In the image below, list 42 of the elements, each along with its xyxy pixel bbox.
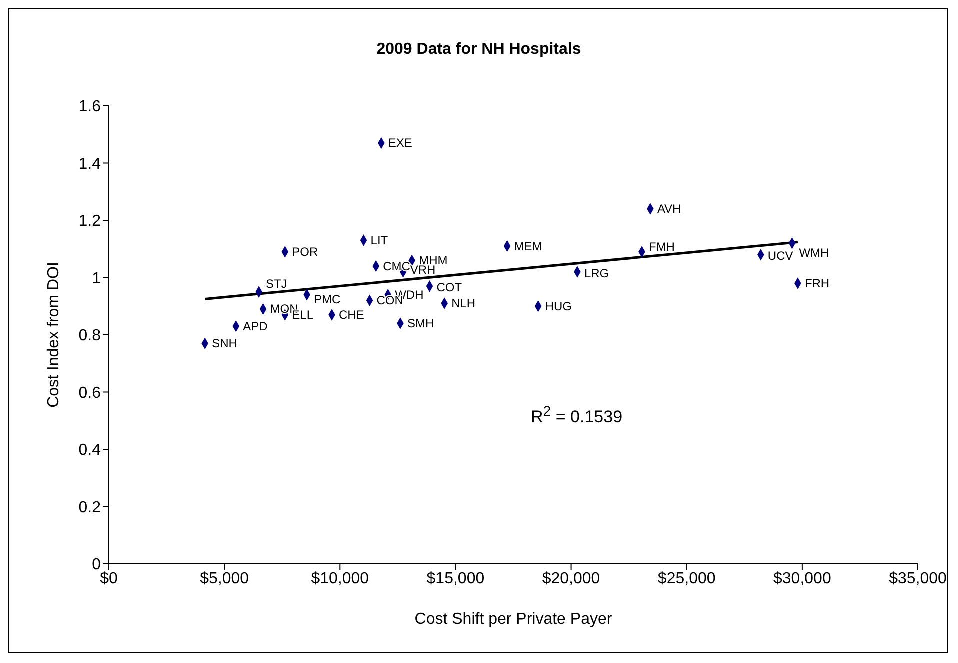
y-tick-label: 1 xyxy=(92,270,102,288)
y-tick-label: 1.4 xyxy=(78,156,102,173)
y-tick-label: 0.2 xyxy=(78,499,102,516)
data-label: POR xyxy=(292,244,318,259)
data-label: PMC xyxy=(314,292,342,306)
x-tick-label: $15,000 xyxy=(426,570,485,588)
data-label: NLH xyxy=(452,296,476,311)
data-label: STJ xyxy=(266,277,288,292)
data-label: APD xyxy=(243,319,268,334)
y-tick-label: 1.6 xyxy=(78,98,102,116)
x-tick-label: $0 xyxy=(100,570,118,588)
data-label: AVH xyxy=(657,202,682,216)
data-label: COT xyxy=(436,280,463,295)
x-axis-title: Cost Shift per Private Payer xyxy=(414,611,613,628)
x-tick-label: $25,000 xyxy=(658,570,716,588)
data-label: FMH xyxy=(648,240,675,254)
annotation: R$^{2}$ = 0.1539 xyxy=(531,404,623,428)
x-tick-label: $35,000 xyxy=(889,570,948,588)
data-label: CHE xyxy=(339,308,364,322)
x-tick-label: $10,000 xyxy=(311,570,370,588)
data-label: FRH xyxy=(804,276,830,290)
x-tick-label: $20,000 xyxy=(542,570,600,588)
data-label: LRG xyxy=(584,266,610,280)
data-label: EXE xyxy=(388,136,412,150)
y-tick-label: 1.2 xyxy=(78,213,102,230)
data-label: WMH xyxy=(799,246,830,260)
data-label: SNH xyxy=(212,336,238,351)
data-label: LIT xyxy=(370,234,389,248)
data-label: SMH xyxy=(407,316,434,331)
data-label: VRH xyxy=(410,263,436,278)
y-tick-label: 0.4 xyxy=(78,442,102,460)
data-label: CMC xyxy=(383,259,411,274)
data-label: HUG xyxy=(545,299,572,314)
x-tick-label: $30,000 xyxy=(774,570,832,588)
y-tick-label: 0 xyxy=(92,556,102,574)
y-tick-label: 0.6 xyxy=(78,384,102,402)
y-tick-label: 0.8 xyxy=(78,328,102,345)
y-axis-title: Cost Index from DOI xyxy=(46,262,63,408)
chart-title: 2009 Data for NH Hospitals xyxy=(376,41,582,59)
data-label: UCV xyxy=(768,248,794,263)
x-tick-label: $5,000 xyxy=(200,570,250,588)
data-label: MEM xyxy=(514,239,542,254)
